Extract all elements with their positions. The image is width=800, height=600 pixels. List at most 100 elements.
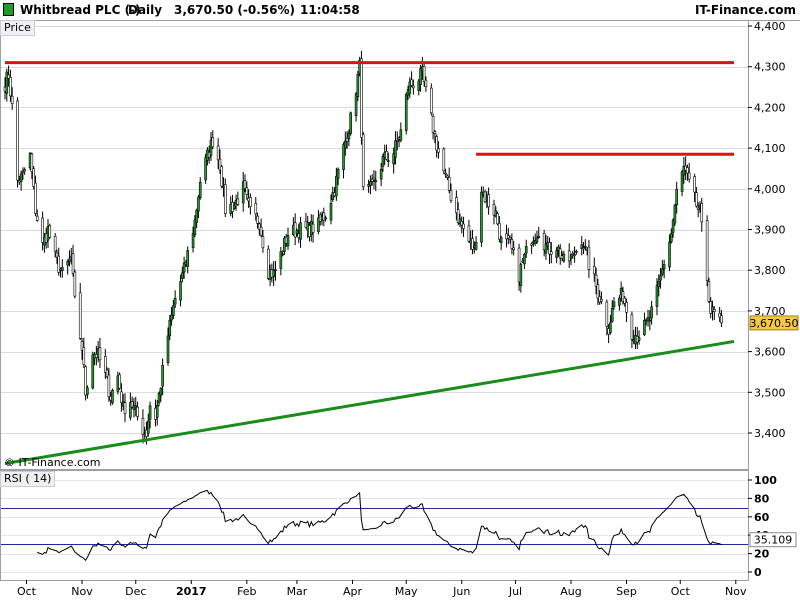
candle-body [372, 177, 376, 181]
candle-body [345, 137, 349, 142]
candle-body [621, 291, 625, 302]
price-y-axis: 3,400 3,500 3,600 3,700 3,800 3,900 4,000 4,100… [748, 20, 786, 440]
candle-body [10, 95, 14, 104]
candle-body [455, 197, 458, 214]
candle-body [657, 281, 661, 288]
candle-body [609, 322, 612, 333]
candle-body [637, 337, 641, 341]
candle-body [7, 74, 10, 79]
candle-body [241, 181, 245, 204]
support-trendline-line [4, 339, 735, 466]
candle-body [68, 258, 71, 262]
x-tick-label: May [395, 585, 418, 598]
candle-body [668, 241, 671, 268]
candle-body [596, 284, 600, 299]
candle-body [136, 406, 139, 417]
price-y-tick-label: 3,900 [754, 224, 786, 237]
rsi-y-tick-label: 60 [754, 511, 770, 524]
candle-body [435, 136, 438, 151]
x-tick-label: Jun [452, 585, 470, 598]
candle-body [166, 335, 170, 363]
rsi-panel-label: RSI ( 14) [0, 471, 56, 487]
candle-body [249, 197, 252, 207]
candle-body [80, 341, 84, 351]
candle-body [573, 254, 576, 256]
candle-body [625, 302, 628, 313]
candle-body [155, 405, 159, 418]
candle-body [224, 184, 227, 215]
header-swatch-icon [3, 3, 14, 18]
candle-body [148, 405, 152, 420]
candle-body [580, 244, 584, 249]
rsi-line [37, 489, 722, 562]
candle-body [335, 175, 338, 197]
candle-body [661, 268, 664, 275]
candle-body [442, 148, 446, 172]
candle-body [655, 285, 659, 307]
x-tick-label: Jul [508, 585, 522, 598]
candle-body [605, 301, 609, 327]
candle-body [424, 79, 428, 87]
candle-body [35, 215, 39, 221]
candle-body [141, 417, 145, 435]
candle-body [61, 267, 64, 271]
candle-body [610, 308, 614, 322]
x-tick-label: Dec [125, 585, 146, 598]
candle-body [211, 137, 215, 148]
rsi-series [1, 489, 748, 562]
candle-body [170, 314, 173, 321]
candle-body [281, 253, 284, 256]
candle-body [232, 205, 236, 209]
candle-body [643, 319, 646, 336]
candle-body [431, 116, 435, 133]
candle-body [408, 81, 412, 94]
price-y-tick-label: 3,600 [754, 346, 786, 359]
candle-body [19, 173, 23, 182]
candle-body [498, 223, 501, 240]
candle-body [181, 272, 184, 279]
candle-body [410, 79, 413, 86]
price-gridlines [1, 26, 748, 434]
candle-body [387, 160, 390, 162]
trendlines [4, 61, 735, 466]
candle-body [446, 175, 449, 178]
candle-body [73, 271, 77, 297]
candle-body [404, 94, 408, 131]
candle-body [483, 191, 487, 203]
candle-body [193, 219, 197, 235]
chart-time: 11:04:58 [300, 3, 360, 17]
candle-body [349, 112, 352, 134]
candle-body [524, 246, 528, 254]
candle-body [344, 140, 347, 149]
candle-body [32, 168, 35, 187]
candle-body [494, 210, 498, 217]
candle-body [272, 270, 275, 277]
candle-body [705, 220, 709, 281]
candle-body [584, 245, 587, 248]
instrument-name: Whitbread PLC (-) [20, 3, 141, 17]
x-tick-label: Feb [237, 585, 256, 598]
price-y-tick-label: 3,400 [754, 427, 786, 440]
candle-body [146, 420, 150, 434]
price-y-tick-label: 4,200 [754, 101, 786, 114]
candle-body [317, 217, 320, 232]
candle-body [157, 392, 161, 404]
candle-body [266, 248, 270, 279]
candle-body [508, 237, 512, 240]
candle-body [295, 230, 299, 235]
candle-body [569, 255, 573, 259]
candle-body [680, 171, 684, 192]
candle-body [449, 190, 453, 201]
candle-body [66, 261, 69, 266]
candle-body [322, 212, 326, 221]
candle-body [670, 233, 673, 243]
candle-body [243, 180, 247, 189]
price-y-tick-label: 4,100 [754, 142, 786, 155]
candle-body [9, 76, 12, 97]
price-y-tick-label: 4,300 [754, 61, 786, 74]
x-tick-label: Aug [560, 585, 581, 598]
candle-body [379, 168, 383, 180]
candle-body [385, 151, 388, 160]
candle-body [537, 235, 541, 238]
rsi-y-tick-label: 100 [754, 474, 777, 487]
